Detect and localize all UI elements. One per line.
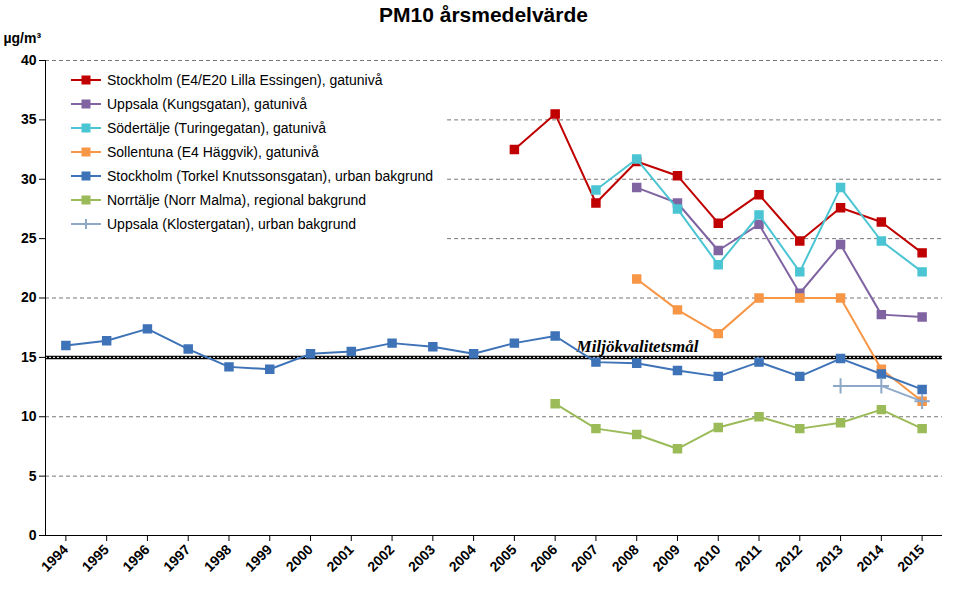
svg-text:2013: 2013 <box>813 541 846 574</box>
svg-text:25: 25 <box>21 230 37 246</box>
svg-text:2008: 2008 <box>609 541 642 574</box>
html-text:Stockholm (Torkel Knutssonsgat: Stockholm (Torkel Knutssonsgatan), urban… <box>107 168 434 184</box>
html-text:PM10 årsmedelvärde: PM10 årsmedelvärde <box>379 3 588 26</box>
svg-text:Miljökvalitetsmål: Miljökvalitetsmål <box>576 337 699 356</box>
svg-text:2004: 2004 <box>446 541 479 574</box>
svg-text:2014: 2014 <box>853 541 886 574</box>
svg-text:40: 40 <box>21 52 37 68</box>
svg-text:2009: 2009 <box>649 541 682 574</box>
svg-text:15: 15 <box>21 349 37 365</box>
svg-text:5: 5 <box>29 468 37 484</box>
svg-text:2007: 2007 <box>568 541 601 574</box>
svg-text:1996: 1996 <box>119 541 152 574</box>
svg-text:35: 35 <box>21 111 37 127</box>
svg-text:2015: 2015 <box>894 541 927 574</box>
svg-text:2005: 2005 <box>486 541 519 574</box>
svg-text:0: 0 <box>29 527 37 543</box>
svg-text:10: 10 <box>21 408 37 424</box>
svg-text:2012: 2012 <box>772 541 805 574</box>
svg-text:2006: 2006 <box>527 541 560 574</box>
svg-text:2001: 2001 <box>323 541 356 574</box>
svg-text:1994: 1994 <box>38 541 71 574</box>
svg-text:1995: 1995 <box>79 541 112 574</box>
html-text:Norrtälje (Norr Malma), region: Norrtälje (Norr Malma), regional bakgrun… <box>107 192 367 208</box>
html-text:Stockholm (E4/E20 Lilla Essing: Stockholm (E4/E20 Lilla Essingen), gatun… <box>107 72 383 88</box>
html-text:Sollentuna (E4 Häggvik), gatun: Sollentuna (E4 Häggvik), gatunivå <box>107 144 319 160</box>
svg-text:2000: 2000 <box>282 541 315 574</box>
svg-text:1997: 1997 <box>160 541 193 574</box>
html-text:Södertälje (Turingegatan), gat: Södertälje (Turingegatan), gatunivå <box>107 120 326 136</box>
svg-text:1998: 1998 <box>201 541 234 574</box>
svg-text:30: 30 <box>21 171 37 187</box>
svg-text:1999: 1999 <box>242 541 275 574</box>
svg-text:µg/m³: µg/m³ <box>4 30 42 46</box>
svg-text:2003: 2003 <box>405 541 438 574</box>
svg-text:20: 20 <box>21 289 37 305</box>
svg-text:2010: 2010 <box>690 541 723 574</box>
svg-text:2011: 2011 <box>732 541 765 574</box>
html-text:Uppsala (Kungsgatan), gatunivå: Uppsala (Kungsgatan), gatunivå <box>107 96 307 112</box>
svg-text:2002: 2002 <box>364 541 397 574</box>
html-text:Uppsala (Klostergatan), urban: Uppsala (Klostergatan), urban bakgrund <box>107 216 356 232</box>
